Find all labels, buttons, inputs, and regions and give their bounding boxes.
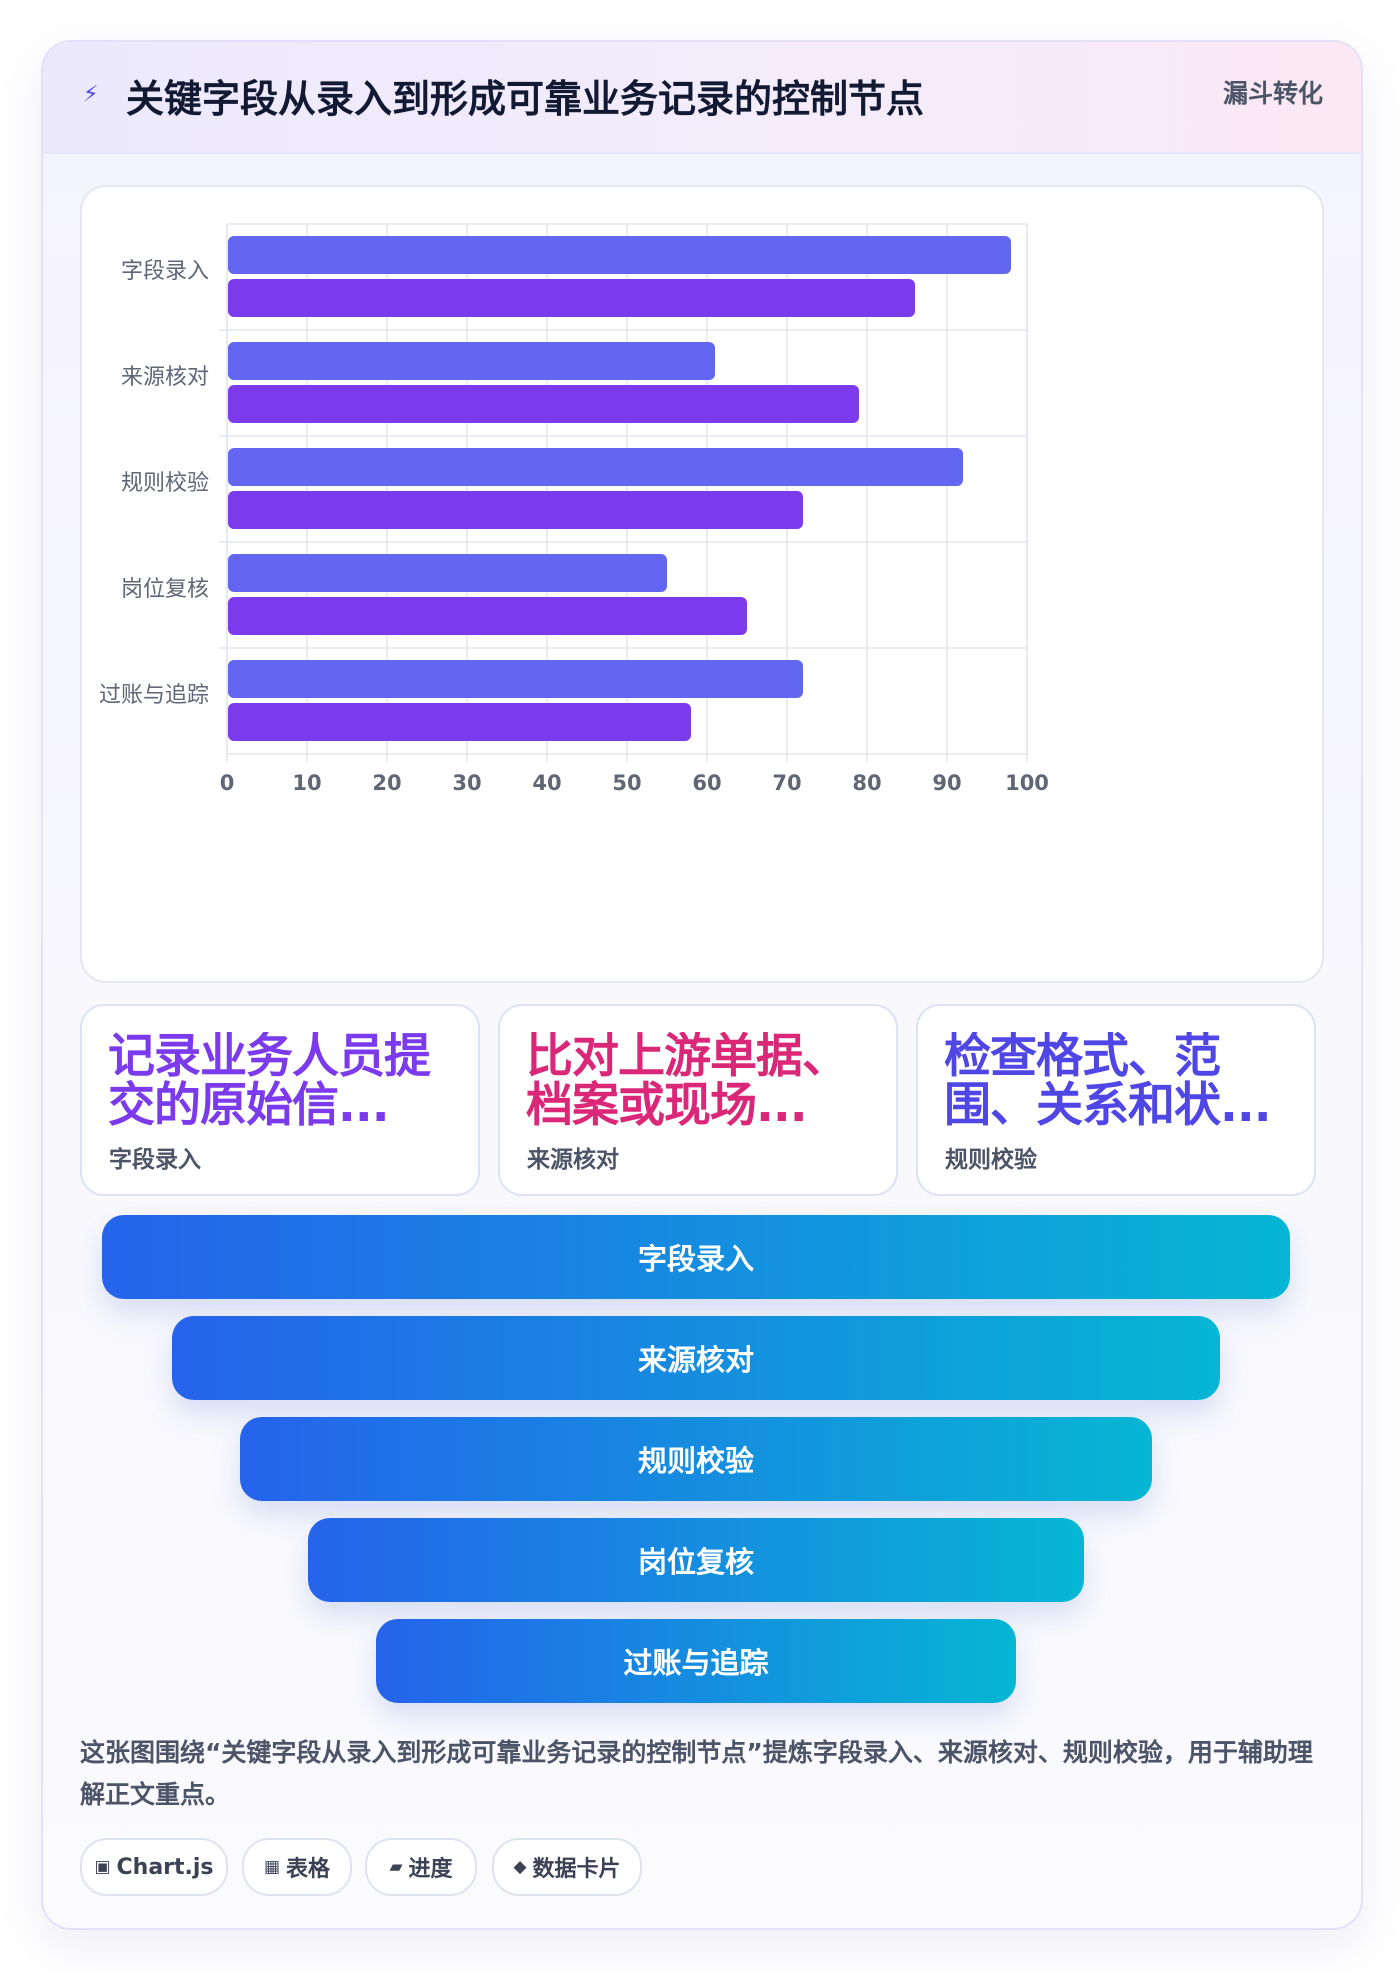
bar: [228, 660, 803, 698]
funnel-step-2: 来源核对: [172, 1316, 1220, 1400]
x-tick-label: 80: [852, 771, 881, 795]
bar: [228, 597, 747, 635]
pill-chartjs[interactable]: ▣ Chart.js: [80, 1838, 228, 1896]
stat-card-3: 检查格式、范围、关系和状... 规则校验: [916, 1004, 1316, 1196]
chart-icon: ▣: [94, 1857, 111, 1877]
funnel-step-3: 规则校验: [240, 1417, 1152, 1501]
y-tick-label: 来源核对: [121, 365, 209, 390]
stat-label: 字段录入: [109, 1147, 201, 1173]
stat-value: 比对上游单据、档案或现场...: [526, 1032, 849, 1130]
pill-label: Chart.js: [116, 1854, 214, 1880]
bar: [228, 236, 1011, 274]
funnel-step-4: 岗位复核: [308, 1518, 1084, 1602]
y-tick-label: 规则校验: [121, 471, 209, 496]
y-tick-label: 岗位复核: [121, 577, 209, 602]
stat-card-2: 比对上游单据、档案或现场... 来源核对: [498, 1004, 898, 1196]
x-tick-label: 30: [452, 771, 481, 795]
stat-value: 记录业务人员提交的原始信...: [108, 1032, 431, 1130]
bar: [228, 279, 915, 317]
stat-value: 检查格式、范围、关系和状...: [944, 1032, 1272, 1130]
pill-label: 表格: [286, 1857, 331, 1882]
bolt-icon: ⚡: [83, 82, 99, 107]
x-tick-label: 10: [292, 771, 321, 795]
bar: [228, 491, 803, 529]
x-tick-label: 60: [692, 771, 721, 795]
chart-caption: 这张图围绕“关键字段从录入到形成可靠业务记录的控制节点”提炼字段录入、来源核对、…: [80, 1738, 1313, 1809]
pill-table[interactable]: ▦ 表格: [242, 1838, 352, 1896]
x-tick-label: 50: [612, 771, 641, 795]
pill-label: 进度: [408, 1857, 453, 1882]
page-title: 关键字段从录入到形成可靠业务记录的控制节点: [126, 77, 925, 121]
y-tick-label: 字段录入: [121, 259, 209, 284]
x-tick-label: 100: [1005, 771, 1049, 795]
bar: [228, 703, 691, 741]
bar: [228, 342, 715, 380]
pill-progress[interactable]: ▰ 进度: [365, 1838, 477, 1896]
stat-label: 规则校验: [945, 1147, 1037, 1173]
diamond-icon: ◆: [513, 1857, 527, 1877]
chart-card: ⚡ 关键字段从录入到形成可靠业务记录的控制节点 漏斗转化 0 10 20 30 40 50…: [41, 40, 1363, 1930]
bar: [228, 385, 859, 423]
table-icon: ▦: [263, 1857, 281, 1877]
x-tick-label: 0: [220, 771, 235, 795]
x-tick-label: 90: [932, 771, 961, 795]
stat-label: 来源核对: [527, 1147, 619, 1173]
y-tick-label: 过账与追踪: [99, 683, 209, 708]
bar: [228, 448, 963, 486]
stat-card-1: 记录业务人员提交的原始信... 字段录入: [80, 1004, 480, 1196]
bar: [228, 554, 667, 592]
funnel-step-5: 过账与追踪: [376, 1619, 1016, 1703]
pill-data-card[interactable]: ◆ 数据卡片: [492, 1838, 642, 1896]
funnel-step-1: 字段录入: [102, 1215, 1290, 1299]
chart-type-tag: 漏斗转化: [1222, 79, 1323, 108]
bar-chart: 0 10 20 30 40 50 60 70 80 90 100 字段录入来源核对规则校验岗位复核过账…: [99, 223, 1049, 795]
x-tick-label: 70: [772, 771, 801, 795]
x-tick-label: 20: [372, 771, 401, 795]
progress-icon: ▰: [389, 1857, 403, 1877]
card-header: ⚡ 关键字段从录入到形成可靠业务记录的控制节点 漏斗转化: [43, 42, 1361, 154]
pill-label: 数据卡片: [532, 1857, 621, 1882]
chart-panel: 0 10 20 30 40 50 60 70 80 90 100 字段录入来源核对规则校验岗位复核过账…: [80, 185, 1324, 983]
x-tick-label: 40: [532, 771, 561, 795]
